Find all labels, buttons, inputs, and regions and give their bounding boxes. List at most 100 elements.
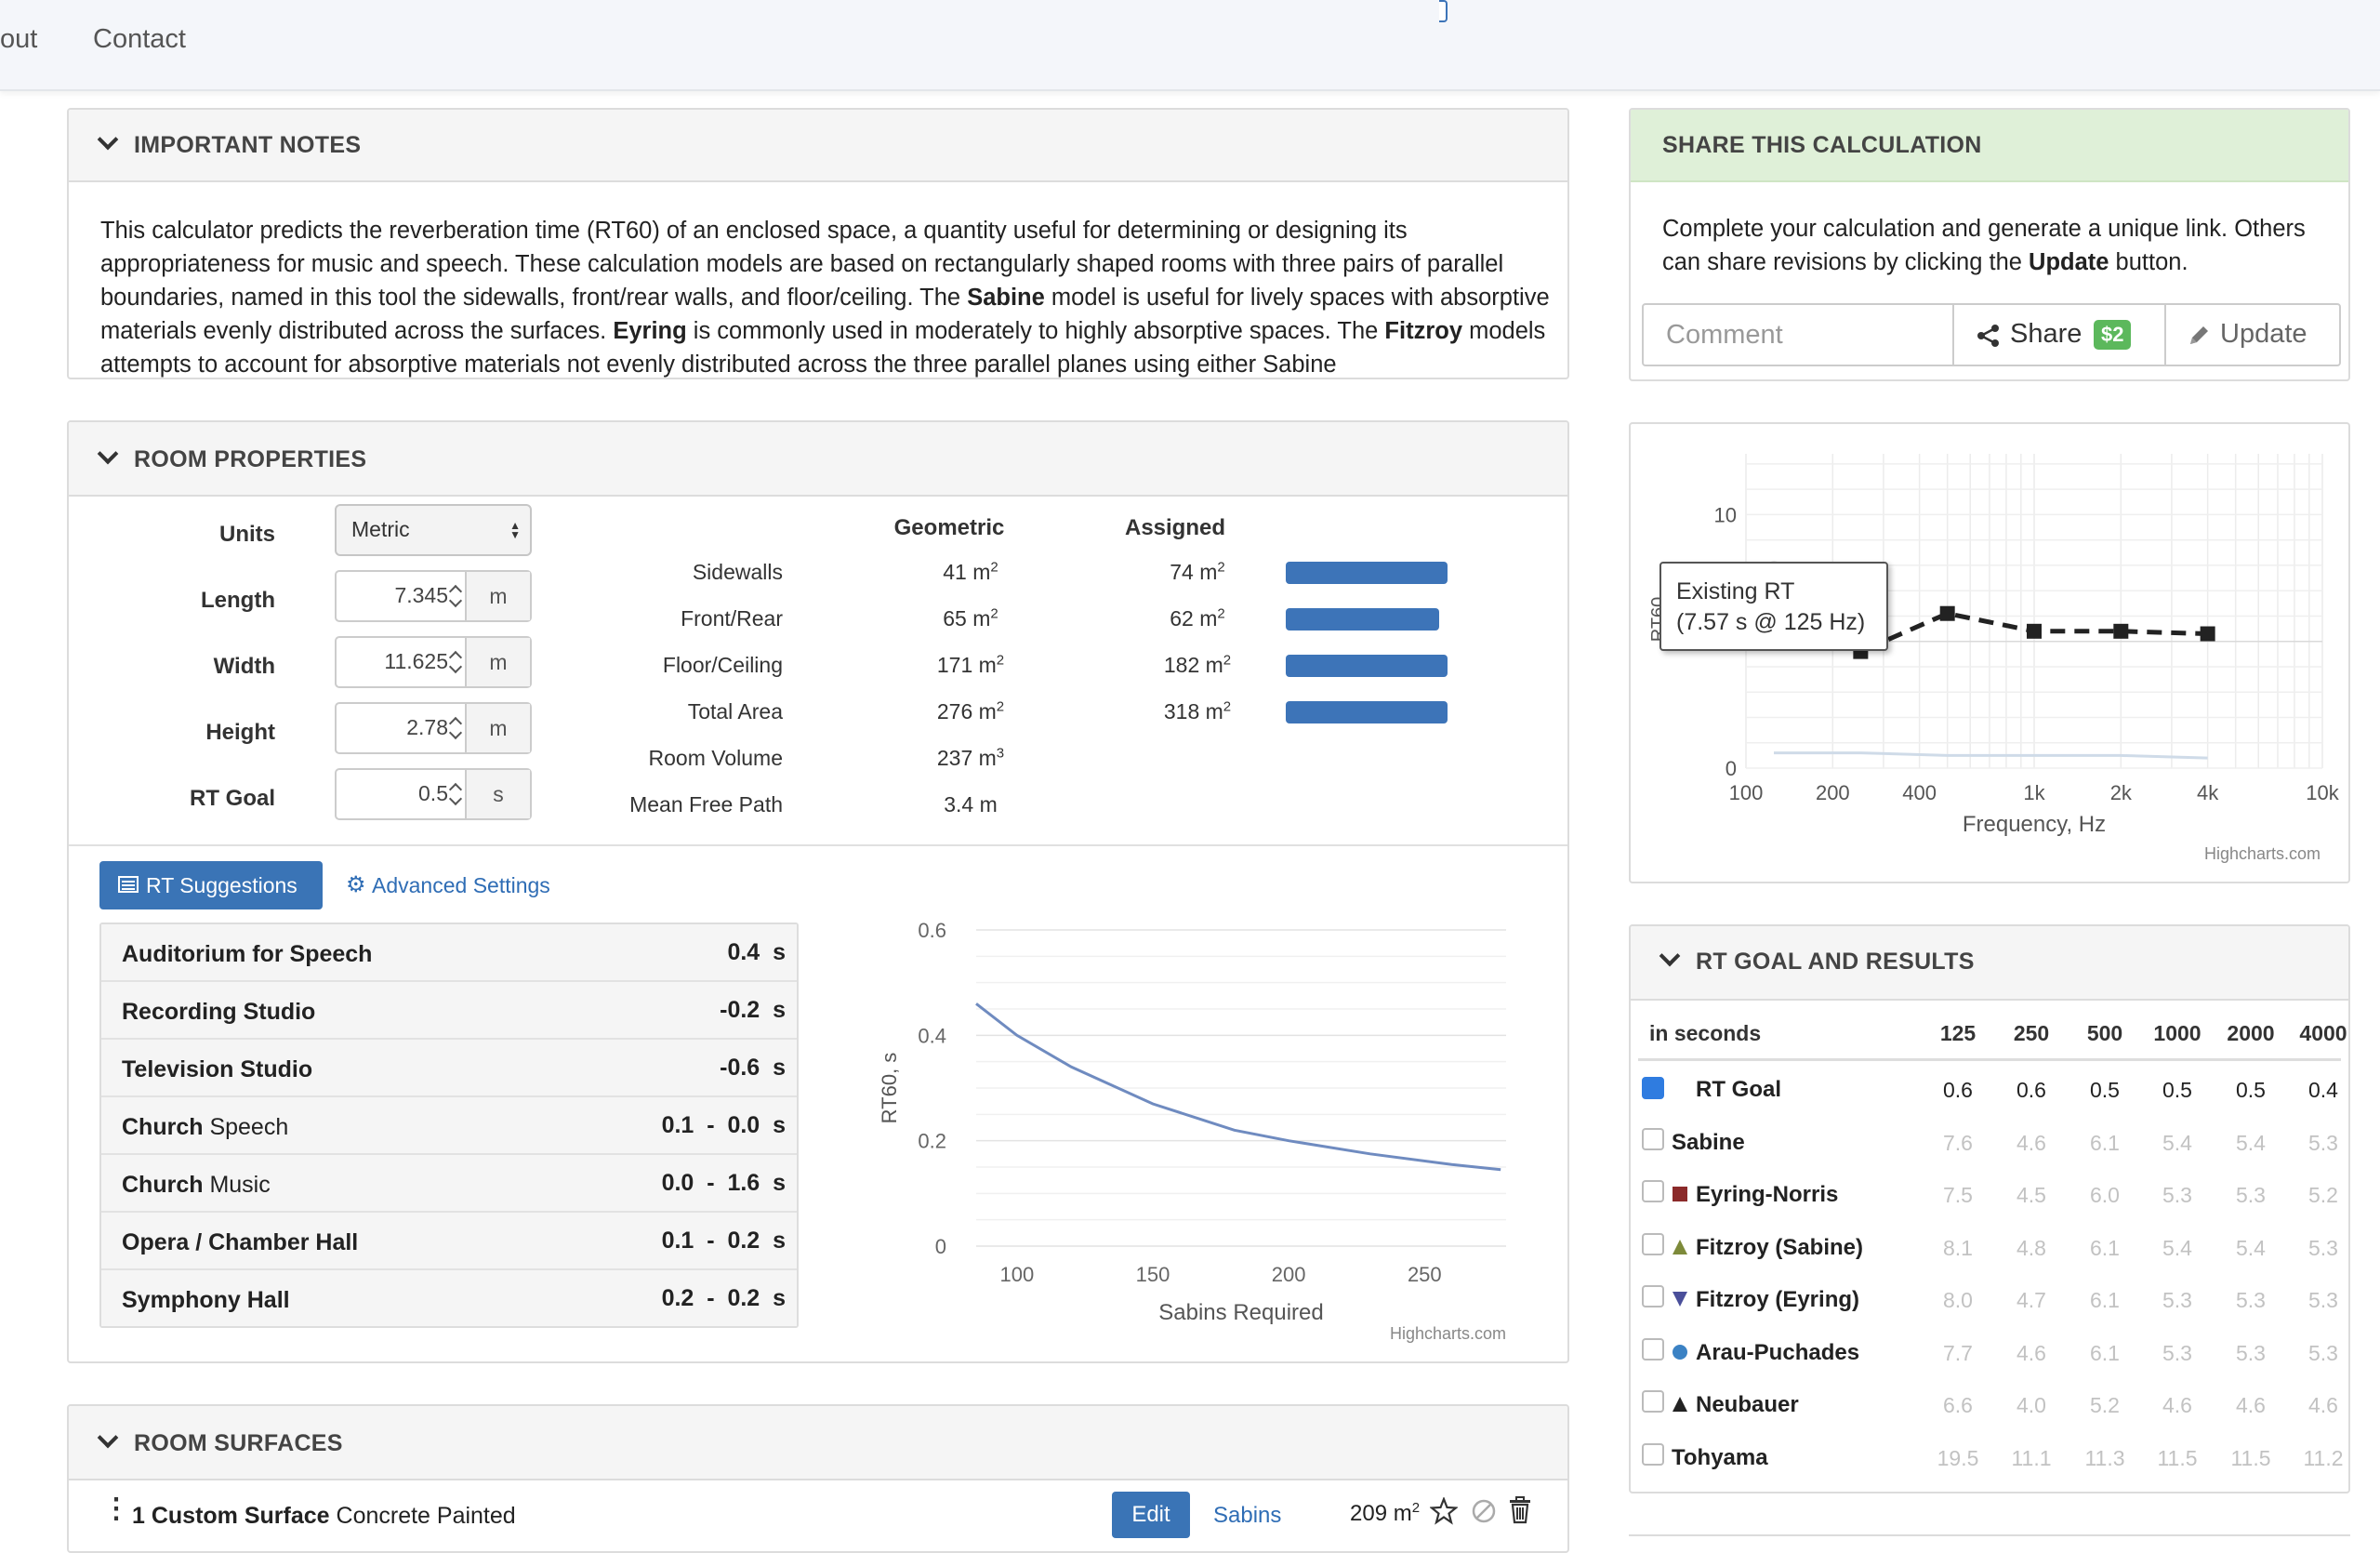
result-checkbox[interactable]: [1642, 1180, 1664, 1202]
comment-input[interactable]: Comment: [1644, 305, 1954, 365]
stepper-icon[interactable]: [450, 583, 463, 611]
length-field[interactable]: 7.345 m: [335, 570, 532, 622]
x-axis-title: Frequency, Hz: [1963, 812, 2106, 837]
surface-item[interactable]: 1 Custom Surface Concrete Painted: [132, 1503, 516, 1530]
share-title: SHARE THIS CALCULATION: [1662, 132, 1982, 158]
star-icon[interactable]: [1430, 1497, 1458, 1525]
share-description: Complete your calculation and generate a…: [1662, 216, 2306, 275]
nav-link-about[interactable]: out: [0, 24, 38, 54]
rt-goal-field[interactable]: 0.5 s: [335, 768, 532, 820]
units-label: Units: [219, 522, 275, 547]
result-value: 11.5: [2230, 1445, 2271, 1470]
suggestion-row[interactable]: Auditorium for Speech 0.4 s: [101, 924, 797, 982]
existing-rt-series: [1772, 574, 2208, 655]
suggestion-value: 0.4 s: [727, 939, 786, 965]
results-header[interactable]: RT GOAL AND RESULTS: [1631, 926, 2348, 1001]
geometric-value: 237 m3: [936, 745, 1005, 770]
share-label: Share: [2010, 319, 2082, 349]
chevron-down-icon[interactable]: [1659, 945, 1681, 967]
disable-icon[interactable]: [1471, 1498, 1497, 1524]
series-point[interactable]: [1939, 605, 1955, 621]
result-checkbox[interactable]: [1642, 1077, 1664, 1099]
height-unit: m: [465, 704, 530, 752]
width-label: Width: [213, 654, 275, 679]
result-checkbox[interactable]: [1642, 1127, 1664, 1150]
edit-button[interactable]: Edit: [1112, 1492, 1190, 1538]
top-nav: out Contact: [0, 0, 2380, 91]
update-button[interactable]: Update: [2166, 305, 2339, 365]
drag-handle-icon[interactable]: ⋮: [102, 1493, 130, 1524]
result-checkbox[interactable]: [1642, 1390, 1664, 1413]
result-row: Neubauer 6.6 4.0 5.2 4.6 4.6 4.6: [1638, 1385, 2345, 1437]
frequency-column-header: 500: [2086, 1021, 2123, 1045]
trash-icon[interactable]: [1508, 1496, 1532, 1524]
result-value: 5.4: [2236, 1130, 2266, 1155]
stepper-icon[interactable]: [450, 649, 463, 677]
result-name: Fitzroy (Sabine): [1696, 1234, 1864, 1260]
x-tick-label: 10k: [2306, 781, 2339, 804]
share-header: SHARE THIS CALCULATION: [1631, 110, 2348, 182]
chevron-down-icon[interactable]: [97, 1427, 119, 1449]
result-checkbox[interactable]: [1642, 1442, 1664, 1466]
series-marker-icon: [1673, 1187, 1687, 1201]
suggestion-row[interactable]: Church Speech 0.1 - 0.0 s: [101, 1097, 797, 1155]
suggestion-value: -0.6 s: [720, 1055, 786, 1081]
geometric-value: 41 m2: [943, 559, 998, 584]
series-point[interactable]: [2113, 623, 2129, 639]
chevron-down-icon[interactable]: [97, 128, 119, 151]
tooltip-title: Existing RT: [1676, 578, 1795, 604]
result-value: 0.5: [2162, 1078, 2192, 1102]
result-value: 6.1: [2090, 1340, 2120, 1365]
result-value: 5.3: [2236, 1340, 2266, 1365]
width-field[interactable]: 11.625 m: [335, 636, 532, 688]
units-select[interactable]: Metric ▲ ▼: [335, 504, 532, 556]
result-value: 5.3: [2308, 1340, 2338, 1365]
geometric-value: 276 m2: [936, 698, 1005, 723]
rt-goal-results-panel: RT GOAL AND RESULTS: [1629, 924, 2350, 1493]
result-row: Eyring-Norris 7.5 4.5 6.0 5.3 5.3 5.2: [1638, 1175, 2345, 1227]
result-value: 7.6: [1943, 1130, 1973, 1155]
geometry-row-label: Mean Free Path: [629, 792, 783, 816]
suggestion-row[interactable]: Television Studio -0.6 s: [101, 1040, 797, 1097]
suggestion-row[interactable]: Opera / Chamber Hall 0.1 - 0.2 s: [101, 1213, 797, 1270]
series-point[interactable]: [2027, 623, 2042, 639]
sabins-link[interactable]: Sabins: [1213, 1503, 1282, 1528]
x-tick-label: 200: [1816, 781, 1850, 804]
geometry-row-label: Total Area: [687, 699, 783, 723]
room-surfaces-header[interactable]: ROOM SURFACES: [69, 1406, 1567, 1480]
result-checkbox[interactable]: [1642, 1337, 1664, 1361]
height-value: 2.78: [406, 715, 448, 739]
share-button[interactable]: Share $2: [1954, 305, 2166, 365]
height-field[interactable]: 2.78 m: [335, 702, 532, 754]
notes-header[interactable]: IMPORTANT NOTES: [69, 110, 1567, 182]
rt-goal-value: 0.5: [418, 781, 448, 805]
result-value: 7.7: [1943, 1340, 1973, 1365]
result-name: Eyring-Norris: [1696, 1182, 1839, 1207]
result-value: 5.4: [2236, 1235, 2266, 1260]
series-point[interactable]: [2200, 626, 2215, 642]
length-label: Length: [201, 588, 275, 613]
suggestion-row[interactable]: Church Music 0.0 - 1.6 s: [101, 1155, 797, 1213]
result-row: Fitzroy (Eyring) 8.0 4.7 6.1 5.3 5.3 5.3: [1638, 1280, 2345, 1332]
x-tick-label: 4k: [2197, 781, 2219, 804]
suggestion-row[interactable]: Symphony Hall 0.2 - 0.2 s: [101, 1270, 797, 1326]
gear-icon: ⚙: [346, 872, 366, 897]
room-properties-header[interactable]: ROOM PROPERTIES: [69, 422, 1567, 497]
tab-rt-suggestions[interactable]: RT Suggestions: [99, 861, 323, 909]
result-checkbox[interactable]: [1642, 1232, 1664, 1255]
result-checkbox[interactable]: [1642, 1285, 1664, 1307]
stepper-icon[interactable]: [450, 781, 463, 809]
suggestion-row[interactable]: Recording Studio -0.2 s: [101, 982, 797, 1040]
important-notes-panel: IMPORTANT NOTES This calculator predicts…: [67, 108, 1569, 379]
area-bar: [1286, 701, 1448, 723]
area-bar: [1286, 655, 1448, 677]
nav-link-contact[interactable]: Contact: [93, 24, 186, 54]
price-badge: $2: [2094, 320, 2132, 350]
area-bar: [1286, 562, 1448, 584]
chevron-down-icon[interactable]: [97, 443, 119, 465]
x-tick-label: 2k: [2110, 781, 2133, 804]
result-value: 5.3: [2308, 1130, 2338, 1155]
result-value: 0.5: [2236, 1078, 2266, 1102]
stepper-icon[interactable]: [450, 715, 463, 743]
result-value: 0.4: [2308, 1078, 2338, 1102]
